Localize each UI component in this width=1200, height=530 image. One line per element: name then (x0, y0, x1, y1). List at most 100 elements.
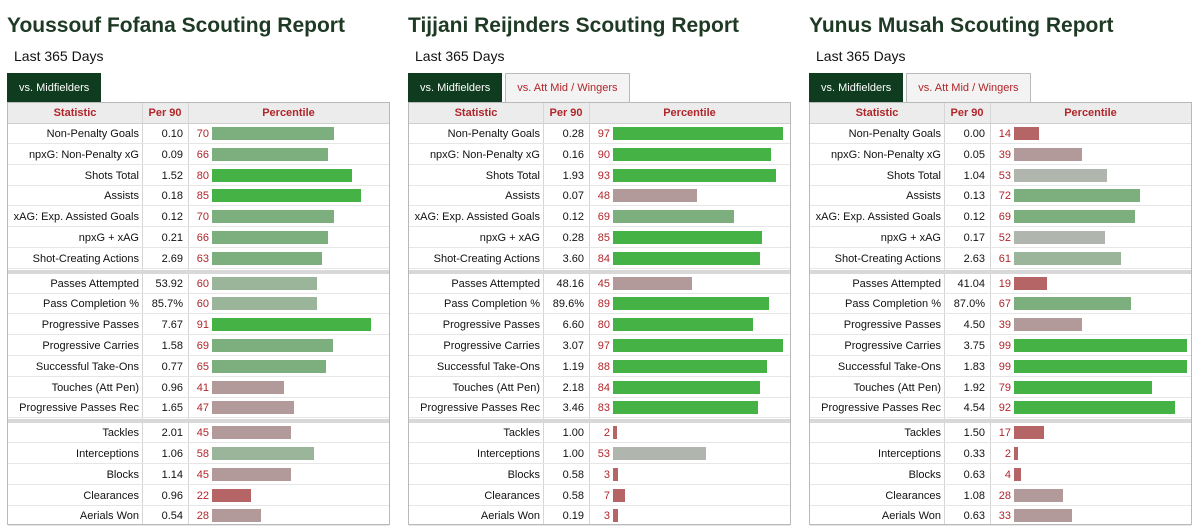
table-row: Progressive Carries 3.07 97 (409, 336, 790, 356)
per90-value: 1.93 (562, 169, 584, 182)
per90-value: 2.69 (161, 252, 183, 265)
percentile-value: 89 (597, 298, 610, 311)
percentile-value: 33 (998, 510, 1011, 523)
table-row: xAG: Exp. Assisted Goals 0.12 69 (409, 207, 790, 228)
percentile-bar (1014, 297, 1131, 311)
percentile-bar (1014, 189, 1140, 203)
percentile-bar (212, 210, 334, 224)
tab-vs-midfielders[interactable]: vs. Midfielders (408, 73, 503, 102)
percentile-value: 93 (597, 169, 610, 182)
stat-name: Assists (104, 190, 139, 203)
percentile-bar (613, 380, 760, 394)
table-row: Progressive Passes Rec 4.54 92 (810, 398, 1191, 419)
group-separator (810, 269, 1191, 274)
stats-table: Statistic Per 90 Percentile Non-Penalty Goa… (408, 102, 791, 527)
percentile-bar (212, 339, 333, 352)
percentile-value: 69 (998, 211, 1011, 224)
table-row: Aerials Won 0.19 3 (409, 506, 790, 527)
percentile-value: 47 (196, 402, 209, 415)
column-header-per90: Per 90 (950, 107, 984, 119)
stat-name: Progressive Passes (41, 319, 139, 332)
scouting-report-panel: Yunus Musah Scouting Report Last 365 Days… (809, 0, 1192, 530)
percentile-value: 69 (597, 211, 610, 224)
per90-value: 1.06 (161, 448, 183, 460)
table-row: Interceptions 0.33 2 (810, 444, 1191, 464)
percentile-value: 53 (597, 448, 610, 460)
percentile-value: 97 (597, 340, 610, 352)
report-period: Last 365 Days (415, 48, 505, 64)
percentile-value: 80 (196, 169, 209, 182)
table-row: Pass Completion % 85.7% 60 (8, 294, 389, 315)
percentile-bar (1014, 339, 1187, 352)
table-row: Progressive Passes 4.50 39 (810, 315, 1191, 336)
percentile-value: 22 (196, 489, 209, 502)
stat-name: Progressive Passes Rec (420, 402, 540, 415)
percentile-value: 60 (196, 298, 209, 311)
stat-name: Touches (Att Pen) (51, 381, 139, 394)
percentile-value: 85 (597, 232, 610, 244)
percentile-bar (1014, 467, 1021, 481)
percentile-bar (1014, 359, 1187, 373)
report-title: Youssouf Fofana Scouting Report (7, 14, 345, 37)
per90-value: 1.83 (963, 360, 985, 373)
percentile-value: 70 (196, 211, 209, 224)
per90-value: 4.54 (963, 402, 985, 415)
table-row: npxG: Non-Penalty xG 0.05 39 (810, 145, 1191, 165)
percentile-value: 88 (597, 360, 610, 373)
report-title: Yunus Musah Scouting Report (809, 14, 1114, 37)
group-separator (8, 419, 389, 424)
per90-value: 0.09 (161, 148, 183, 161)
per90-value: 0.12 (562, 211, 584, 224)
tab-vs-midfielders[interactable]: vs. Midfielders (809, 73, 904, 102)
percentile-value: 63 (196, 252, 209, 265)
per90-value: 0.05 (963, 148, 985, 161)
table-row: Non-Penalty Goals 0.28 97 (409, 124, 790, 144)
stat-name: Non-Penalty Goals (46, 128, 139, 140)
stat-name: Tackles (102, 427, 139, 440)
per90-value: 0.10 (161, 128, 183, 140)
stat-name: Progressive Carries (844, 340, 941, 352)
tab-vs-midfielders[interactable]: vs. Midfielders (7, 73, 102, 102)
per90-value: 0.33 (963, 448, 985, 460)
per90-value: 1.58 (161, 340, 183, 352)
table-row: npxG + xAG 0.17 52 (810, 228, 1191, 248)
tab-vs-att-mid-wingers[interactable]: vs. Att Mid / Wingers (906, 73, 1031, 102)
table-row: Progressive Carries 3.75 99 (810, 336, 1191, 356)
per90-value: 7.67 (161, 319, 183, 332)
per90-value: 53.92 (155, 277, 183, 290)
percentile-value: 69 (196, 340, 209, 352)
per90-value: 2.63 (963, 252, 985, 265)
per90-value: 2.18 (562, 381, 584, 394)
percentile-value: 97 (597, 128, 610, 140)
percentile-value: 19 (998, 277, 1011, 290)
comparison-tabs: vs. Midfielders (7, 73, 104, 102)
percentile-value: 52 (998, 232, 1011, 244)
group-separator (8, 269, 389, 274)
table-row: Progressive Passes 6.60 80 (409, 315, 790, 336)
per90-value: 4.50 (963, 319, 985, 332)
percentile-value: 4 (1004, 468, 1011, 481)
percentile-value: 66 (196, 148, 209, 161)
percentile-value: 92 (998, 402, 1011, 415)
per90-value: 0.28 (562, 128, 584, 140)
per90-value: 0.58 (562, 468, 584, 481)
percentile-bar (613, 447, 706, 460)
tab-vs-att-mid-wingers[interactable]: vs. Att Mid / Wingers (505, 73, 630, 102)
percentile-value: 17 (998, 427, 1011, 440)
table-row: Blocks 0.58 3 (409, 465, 790, 485)
percentile-bar (1014, 147, 1082, 161)
stat-name: Interceptions (76, 448, 139, 460)
table-row: Assists 0.07 48 (409, 186, 790, 207)
stat-name: npxG: Non-Penalty xG (429, 148, 540, 161)
percentile-value: 72 (998, 190, 1011, 203)
per90-value: 1.08 (963, 489, 985, 502)
table-row: Clearances 1.08 28 (810, 486, 1191, 506)
percentile-bar (613, 509, 618, 523)
group-separator (810, 419, 1191, 424)
stat-name: Shots Total (84, 169, 139, 182)
per90-value: 0.18 (161, 190, 183, 203)
per90-value: 0.77 (161, 360, 183, 373)
table-row: Interceptions 1.06 58 (8, 444, 389, 464)
percentile-bar (212, 251, 322, 265)
percentile-value: 66 (196, 232, 209, 244)
